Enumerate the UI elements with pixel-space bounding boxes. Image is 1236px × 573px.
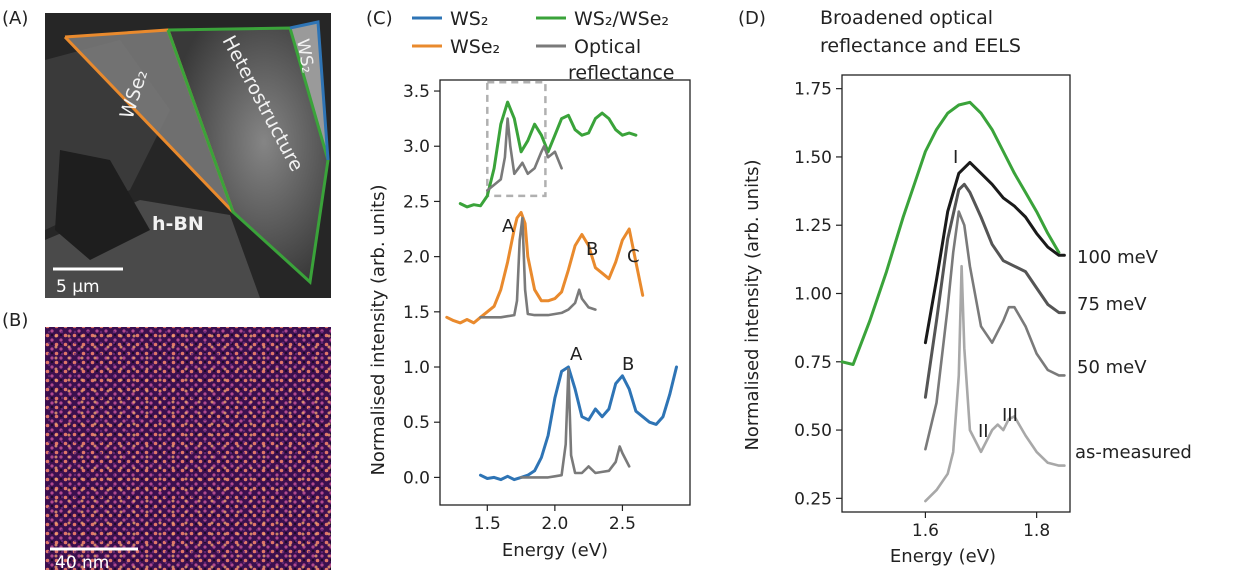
plot-c-highlight-box	[486, 80, 547, 198]
peak-label-iii: III	[1002, 405, 1018, 426]
legend-wse2: WSe₂	[450, 36, 500, 58]
plot-c-ytick-label: 3.5	[403, 82, 430, 102]
curve-label-as-measured: as-measured	[1075, 442, 1192, 463]
plot-c-series-0	[479, 365, 678, 482]
plot-c-series-4	[479, 216, 597, 319]
panel-d-title-line1: Broadened optical	[820, 7, 993, 29]
panel-d-label: (D)	[738, 8, 766, 29]
heterostructure-region	[168, 28, 328, 282]
plot-d-xtick-label: 1.6	[912, 521, 939, 541]
panel-c-label: (C)	[366, 8, 393, 29]
plot-c-ytick-label: 0.5	[403, 413, 430, 433]
curve-label-50mev: 50 meV	[1077, 357, 1147, 378]
plot-c-ytick-label: 2.5	[403, 192, 430, 212]
plot-c-ytick-label: 0.0	[403, 468, 430, 488]
plot-d-ytick-label: 1.25	[794, 216, 832, 236]
plot-c-series-5	[485, 117, 563, 192]
plot-d-series-3	[924, 210, 1066, 451]
plot-d-series-4	[924, 264, 1066, 503]
peak-label-wse2-c: C	[627, 246, 640, 267]
peak-label-ws2-b: B	[622, 354, 634, 375]
curve-label-100mev: 100 meV	[1077, 247, 1159, 268]
plot-c-xlabel: Energy (eV)	[502, 540, 608, 561]
plot-d-xtick-label: 1.8	[1023, 521, 1050, 541]
plot-c-ytick-label: 2.0	[403, 248, 430, 268]
panel-a-label: (A)	[2, 8, 28, 29]
legend-c: WS₂ WS₂/WSe₂ WSe₂ Optical reflectance	[412, 8, 674, 84]
plot-c-xtick-label: 1.5	[474, 514, 501, 534]
plot-c-xtick-label: 2.0	[541, 514, 568, 534]
plot-c-series-1	[445, 211, 645, 325]
plot-d-ytick-label: 0.25	[794, 489, 832, 509]
plot-d-ylabel: Normalised intensity (arb. units)	[742, 159, 763, 450]
plot-d: 1.6 1.8 0.25 0.50 0.75 1.00 1.25 1.50 1.75	[794, 74, 1071, 541]
plot-d-ytick-label: 0.75	[794, 353, 832, 373]
plot-d-xlabel: Energy (eV)	[890, 546, 996, 567]
plot-d-series-2	[923, 182, 1066, 399]
plot-c-series-3	[519, 367, 631, 479]
plot-c-ytick-label: 3.0	[403, 137, 430, 157]
legend-hetero: WS₂/WSe₂	[574, 8, 669, 30]
panel-b-atomic-image: 40 nm	[45, 327, 331, 573]
curve-label-75mev: 75 meV	[1077, 294, 1147, 315]
peak-label-ws2-a: A	[570, 344, 583, 365]
plot-c-series-2	[458, 100, 638, 209]
plot-d-ytick-label: 0.50	[794, 421, 832, 441]
plot-d-series-0	[840, 100, 1061, 366]
plot-c-ylabel: Normalised intensity (arb. units)	[368, 184, 389, 475]
plot-d-frame	[841, 74, 1071, 513]
ws2-outline	[289, 20, 330, 161]
heterostructure-outline	[166, 26, 330, 286]
peak-label-i: I	[953, 147, 958, 168]
peak-label-ii: II	[978, 421, 989, 442]
plot-c-ytick-label: 1.5	[403, 303, 430, 323]
plot-d-ytick-label: 1.75	[794, 80, 832, 100]
plot-c-ytick-label: 1.0	[403, 358, 430, 378]
plot-c-frame	[439, 79, 691, 506]
plot-c-xtick-label: 2.5	[609, 514, 636, 534]
plot-d-ytick-label: 1.50	[794, 148, 832, 168]
plot-d-series-1	[923, 160, 1066, 345]
panel-a-micrograph: WSe₂ Heterostructure WS₂ h-BN 5 µm	[45, 13, 331, 298]
peak-label-wse2-a: A	[502, 216, 515, 237]
scalebar-b-label: 40 nm	[55, 553, 109, 573]
legend-ws2: WS₂	[450, 8, 488, 30]
plot-c: 1.5 2.0 2.5 0.0 0.5 1.0 1.5 2.0 2.5 3.0 3.5	[403, 79, 691, 534]
panel-b-label: (B)	[2, 310, 28, 331]
legend-reflectance: reflectance	[568, 62, 674, 84]
legend-optical: Optical	[574, 36, 641, 58]
panel-d-title-line2: reflectance and EELS	[820, 35, 1021, 57]
scalebar-a-label: 5 µm	[56, 277, 100, 297]
label-hbn: h-BN	[152, 213, 204, 235]
peak-label-wse2-b: B	[586, 239, 598, 260]
plot-d-ytick-label: 1.00	[794, 285, 832, 305]
